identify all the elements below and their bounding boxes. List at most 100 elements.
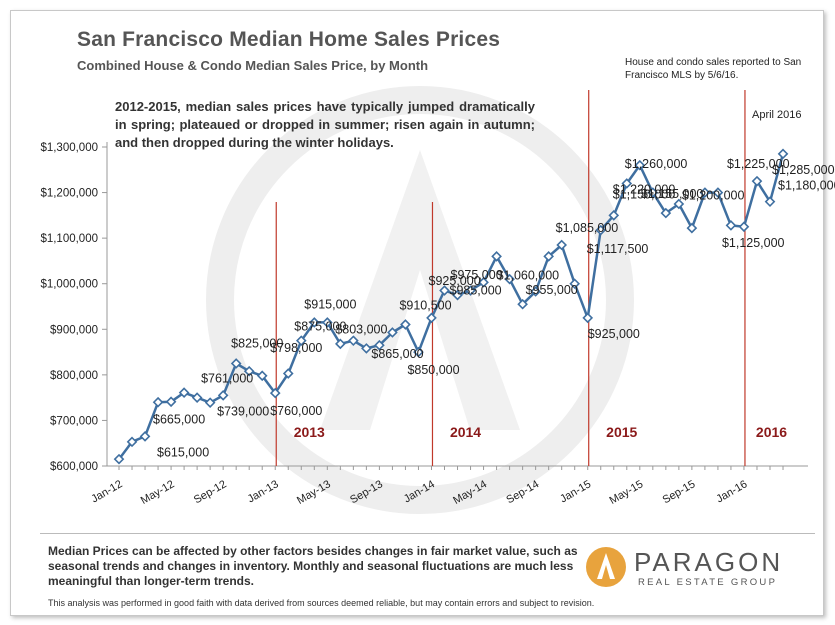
data-point bbox=[321, 317, 333, 328]
year-dividers bbox=[275, 90, 746, 466]
data-label: $925,000 bbox=[588, 327, 640, 341]
data-label: $1,155,000 bbox=[641, 187, 704, 201]
x-tick-label: May-12 bbox=[139, 478, 177, 507]
data-label: $1,225,000 bbox=[727, 157, 790, 171]
data-point bbox=[426, 312, 437, 324]
x-tick-label: Jan-13 bbox=[246, 478, 281, 505]
data-label: $1,150,000 bbox=[613, 187, 676, 201]
data-label: $875,000 bbox=[294, 320, 346, 334]
data-label: $1,285,000 bbox=[772, 163, 835, 177]
data-point bbox=[243, 365, 255, 377]
data-point bbox=[335, 338, 346, 350]
logo-tagline: REAL ESTATE GROUP bbox=[638, 577, 778, 588]
data-label: $825,000 bbox=[231, 336, 283, 350]
year-label: 2014 bbox=[450, 424, 481, 440]
data-point bbox=[608, 210, 620, 221]
year-label: 2015 bbox=[606, 424, 637, 440]
data-point bbox=[361, 343, 372, 354]
data-point bbox=[387, 327, 398, 338]
y-tick-label: $1,200,000 bbox=[40, 188, 98, 200]
data-point bbox=[269, 387, 281, 399]
data-markers bbox=[113, 148, 789, 465]
data-point bbox=[621, 178, 633, 189]
latest-month-label: April 2016 bbox=[752, 109, 802, 121]
y-axis-ticks: $600,000 $700,000 $800,000 $900,000 $1,000,0… bbox=[40, 142, 107, 473]
data-point bbox=[543, 251, 554, 262]
x-tick-label: Sep-12 bbox=[192, 478, 229, 506]
data-label: $1,125,000 bbox=[722, 236, 785, 250]
data-point bbox=[282, 368, 294, 379]
data-label: $955,000 bbox=[526, 283, 578, 297]
series-line bbox=[117, 153, 785, 460]
data-point bbox=[439, 285, 450, 296]
data-label: $665,000 bbox=[153, 412, 205, 426]
data-label: $850,000 bbox=[407, 363, 459, 377]
y-tick-label: $600,000 bbox=[50, 461, 98, 473]
data-point bbox=[725, 220, 737, 231]
y-tick-label: $1,100,000 bbox=[40, 233, 98, 245]
data-point bbox=[530, 286, 541, 297]
data-label: $1,200,000 bbox=[682, 189, 745, 203]
footer-note: Median Prices can be affected by other f… bbox=[48, 544, 578, 588]
data-point bbox=[165, 396, 177, 408]
disclaimer: This analysis was performed in good fait… bbox=[48, 598, 595, 608]
data-point bbox=[465, 285, 476, 296]
data-point bbox=[256, 370, 268, 382]
y-tick-label: $1,000,000 bbox=[40, 279, 98, 291]
year-label: 2013 bbox=[294, 424, 325, 440]
data-label: $925,000 bbox=[429, 274, 481, 288]
x-tick-label: Jan-12 bbox=[89, 478, 124, 505]
data-point bbox=[230, 358, 242, 369]
data-label: $760,000 bbox=[270, 404, 322, 418]
data-point bbox=[660, 207, 672, 219]
data-point bbox=[152, 396, 164, 408]
x-tick-label: Jan-15 bbox=[558, 478, 593, 505]
data-point bbox=[673, 198, 685, 210]
data-point bbox=[295, 335, 307, 347]
data-label: $1,260,000 bbox=[625, 157, 688, 171]
data-label: $739,000 bbox=[217, 405, 269, 419]
data-label: $1,180,000 bbox=[778, 179, 835, 193]
watermark-a-shape bbox=[320, 150, 520, 430]
x-tick-label: Jan-16 bbox=[714, 478, 749, 505]
paragon-logo: PARAGON REAL ESTATE GROUP bbox=[584, 545, 814, 591]
year-labels: 2013 2014 2015 2016 bbox=[294, 424, 788, 440]
data-point bbox=[517, 298, 528, 310]
data-label: $615,000 bbox=[157, 445, 209, 459]
data-label: $975,000 bbox=[451, 268, 503, 282]
data-point bbox=[191, 392, 203, 403]
data-point bbox=[178, 387, 190, 398]
data-point bbox=[491, 251, 502, 262]
data-point bbox=[413, 346, 424, 358]
y-tick-label: $1,300,000 bbox=[40, 142, 98, 154]
data-label: $798,000 bbox=[270, 341, 322, 355]
footer-divider bbox=[40, 533, 815, 534]
x-tick-label: May-15 bbox=[608, 478, 646, 507]
seasonality-annotation: 2012-2015, median sales prices have typi… bbox=[115, 99, 535, 150]
x-tick-label: Sep-15 bbox=[661, 478, 698, 506]
data-label: $1,085,000 bbox=[556, 221, 619, 235]
data-point bbox=[712, 187, 724, 198]
data-point bbox=[647, 187, 659, 198]
data-label: $761,000 bbox=[201, 372, 253, 386]
data-label: $985,000 bbox=[450, 284, 502, 298]
data-point bbox=[569, 278, 581, 290]
paragon-logo-icon bbox=[586, 547, 626, 587]
data-point bbox=[504, 273, 515, 285]
data-point bbox=[556, 239, 568, 251]
data-point bbox=[400, 319, 411, 330]
data-label: $1,117,500 bbox=[587, 242, 649, 256]
data-point bbox=[139, 431, 151, 442]
data-point bbox=[777, 148, 789, 160]
y-tick-label: $900,000 bbox=[50, 324, 98, 336]
data-point bbox=[452, 289, 463, 301]
data-point bbox=[478, 277, 489, 288]
data-point bbox=[308, 317, 320, 328]
data-label: $910,500 bbox=[399, 299, 451, 313]
data-point bbox=[738, 221, 750, 233]
data-point bbox=[595, 224, 607, 236]
data-label: $1,060,000 bbox=[497, 268, 560, 282]
logo-name: PARAGON bbox=[634, 547, 784, 577]
data-point bbox=[217, 390, 229, 401]
